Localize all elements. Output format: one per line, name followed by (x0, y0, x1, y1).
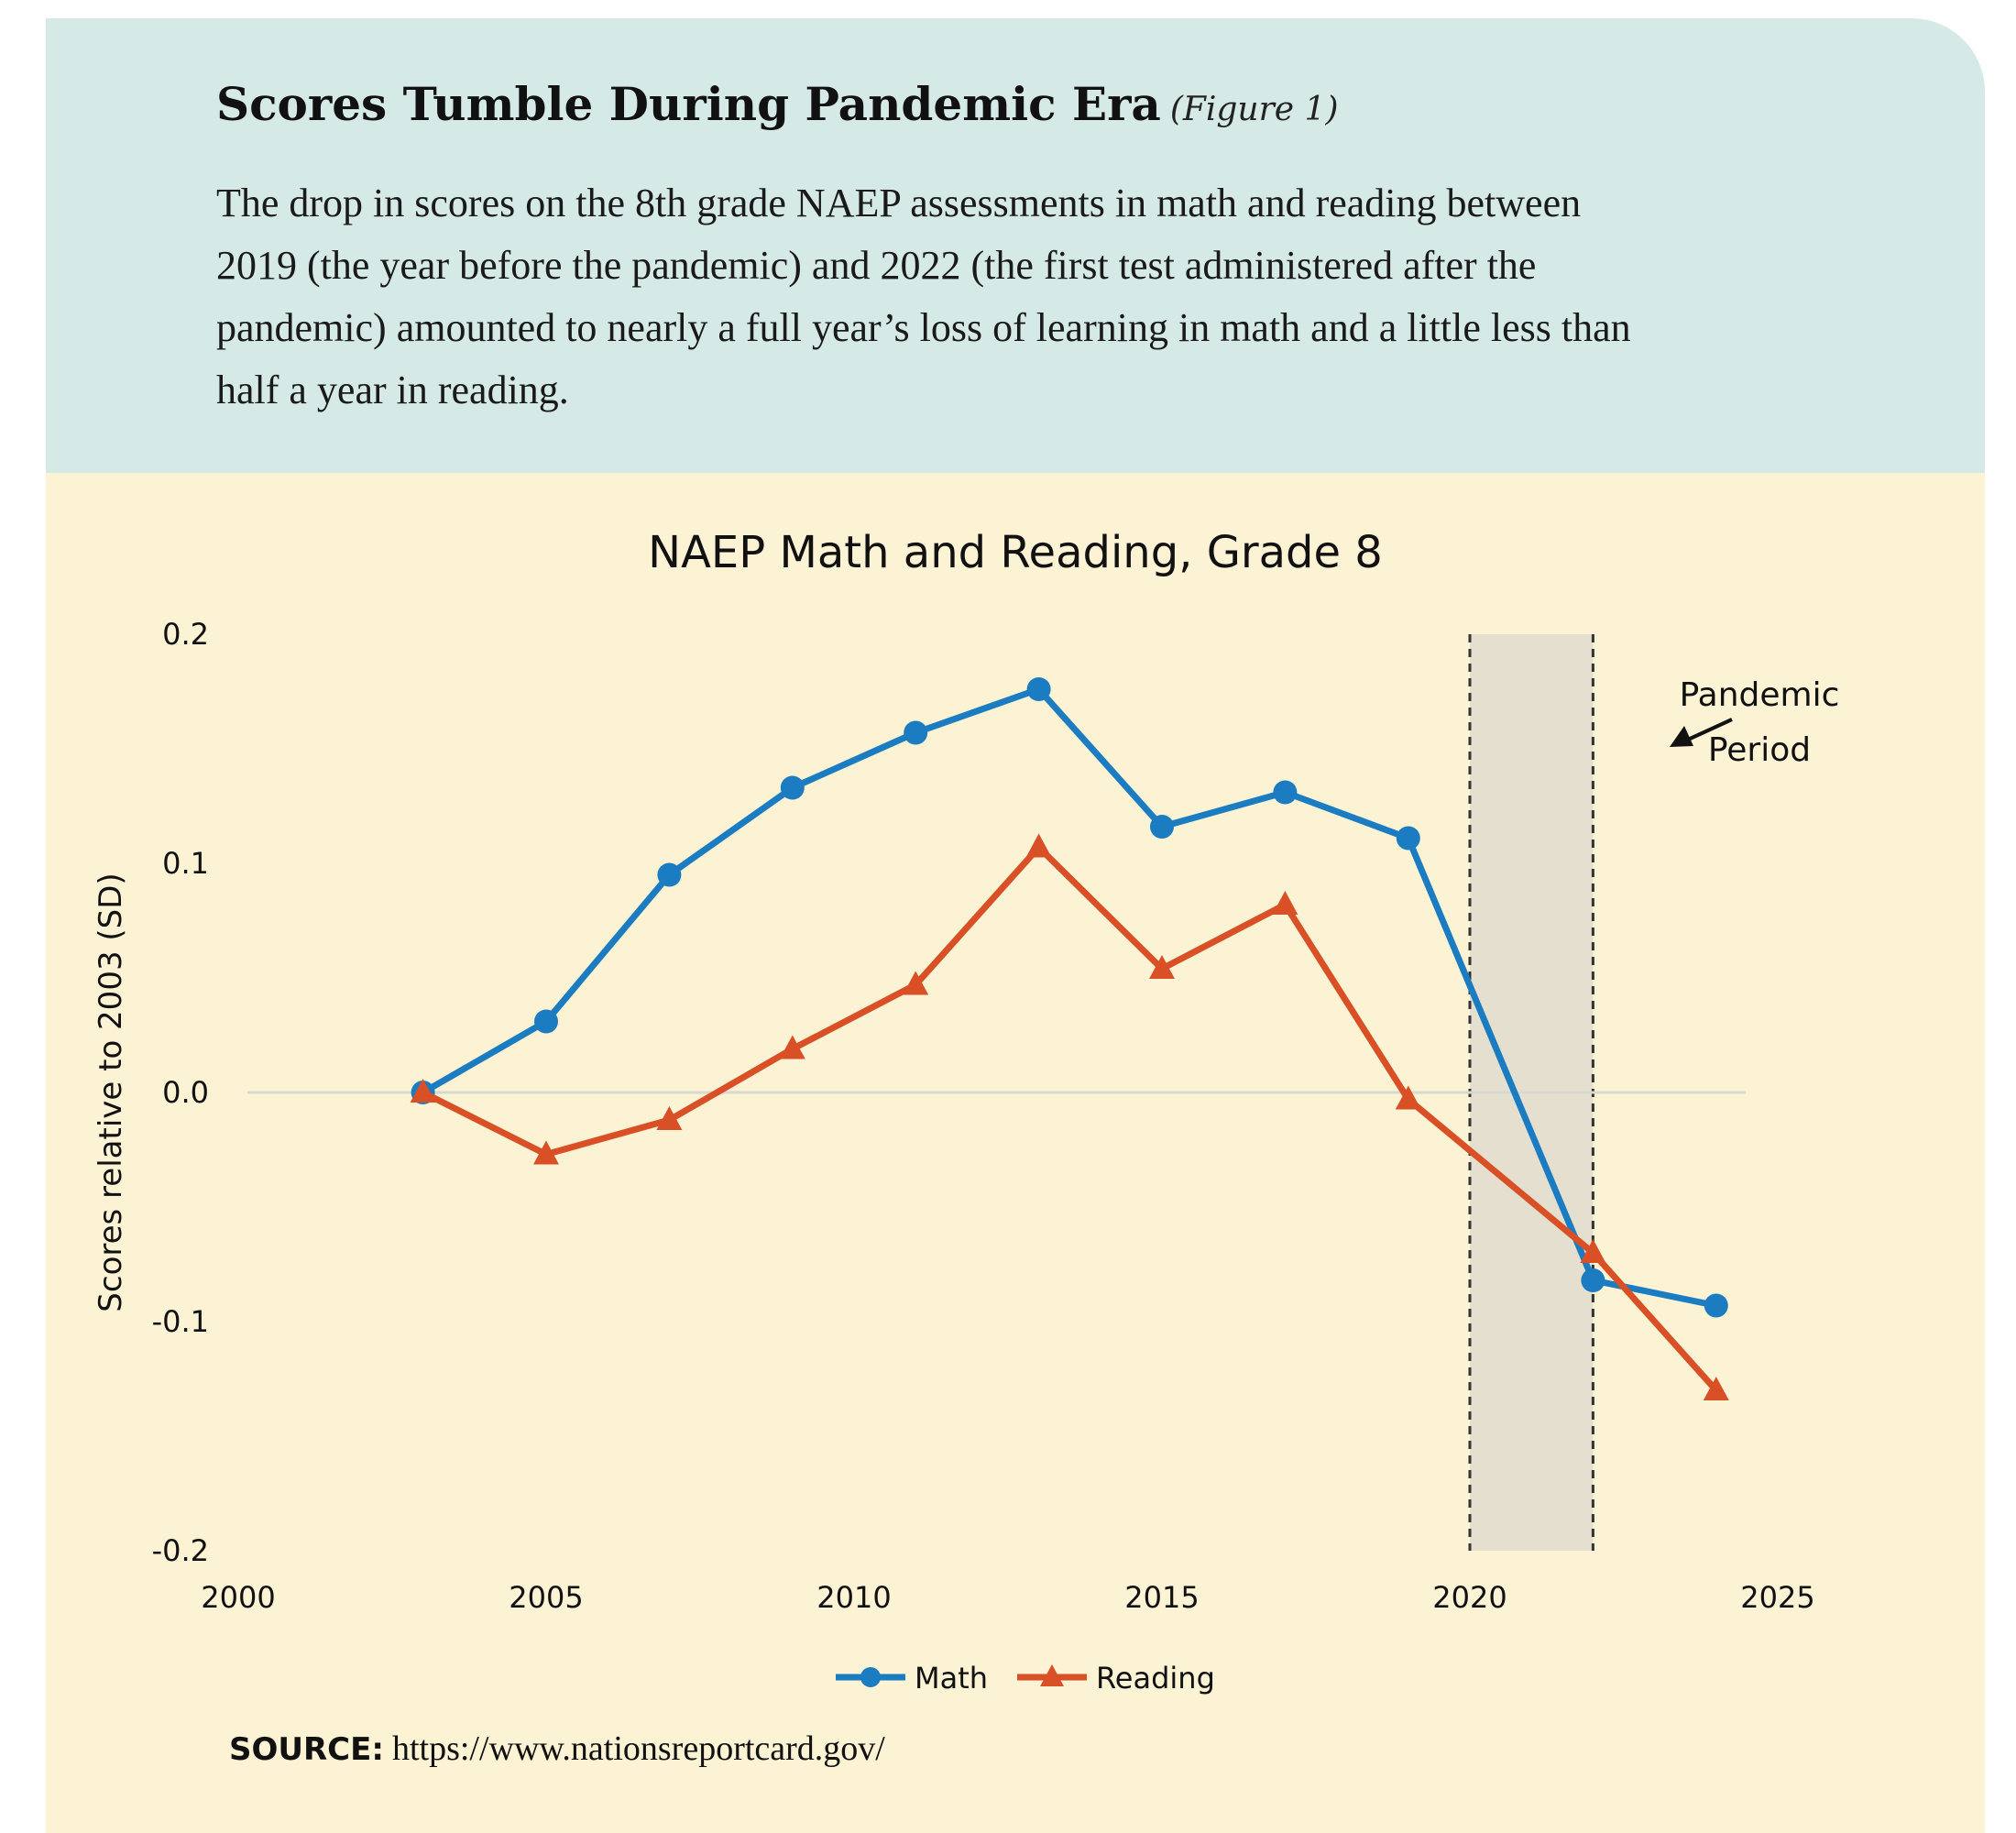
description-line: The drop in scores on the 8th grade NAEP… (216, 181, 1582, 225)
math-data-point (1581, 1268, 1605, 1292)
y-axis-label: Scores relative to 2003 (SD) (93, 873, 129, 1312)
x-tick-label: 2005 (509, 1580, 583, 1615)
reading-data-point (1703, 1377, 1729, 1400)
figure-card: Scores Tumble During Pandemic Era (Figure… (46, 18, 1985, 1833)
y-tick-label: -0.1 (152, 1304, 209, 1339)
description-line: pandemic) amounted to nearly a full year… (216, 305, 1631, 350)
math-data-point (534, 1009, 558, 1034)
math-data-point (657, 862, 682, 887)
source-colon: : (371, 1731, 384, 1768)
math-legend-label: Math (915, 1661, 988, 1696)
reading-data-point (656, 1106, 683, 1130)
reading-data-point (1580, 1239, 1606, 1263)
x-tick-label: 2015 (1124, 1580, 1199, 1615)
source-url[interactable]: https://www.nationsreportcard.gov/ (391, 1729, 885, 1768)
description-line: 2019 (the year before the pandemic) and … (216, 243, 1537, 288)
pandemic-arrow-shaft (1687, 718, 1733, 741)
line-chart: 0.2 0.1 0.0 -0.1 -0.2 2000 2005 2010 2015 2020 202… (93, 617, 1840, 1696)
description-line: half a year in reading. (216, 368, 569, 412)
math-data-point (904, 720, 928, 745)
y-tick-label: -0.2 (152, 1533, 209, 1568)
chart-title: NAEP Math and Reading, Grade 8 (648, 527, 1383, 578)
source-note: SOURCE: https://www.nationsreportcard.go… (229, 1729, 885, 1769)
math-data-point (780, 775, 805, 800)
x-tick-label: 2010 (816, 1580, 891, 1615)
source-label: SOURCE (229, 1731, 372, 1768)
y-tick-label: 0.1 (162, 846, 209, 881)
math-data-point (1396, 826, 1420, 851)
figure-header: Scores Tumble During Pandemic Era (Figure… (46, 18, 1985, 473)
figure-description: The drop in scores on the 8th grade NAEP… (216, 172, 1884, 422)
reading-legend-marker (1040, 1664, 1064, 1686)
y-tick-label: 0.0 (162, 1075, 209, 1110)
reading-data-point (1395, 1085, 1421, 1110)
reading-data-point (1025, 833, 1052, 858)
math-data-point (1026, 677, 1051, 701)
pandemic-label: Period (1708, 731, 1811, 769)
x-tick-label: 2000 (201, 1580, 275, 1615)
figure-number: (Figure 1) (1169, 91, 1339, 128)
pandemic-arrow-head (1670, 726, 1693, 747)
figure-title: Scores Tumble During Pandemic Era (216, 77, 1161, 131)
reading-legend-label: Reading (1096, 1661, 1215, 1696)
reading-data-point (410, 1079, 436, 1103)
reading-data-point (1272, 891, 1298, 915)
math-data-point (1704, 1293, 1728, 1318)
reading-data-point (533, 1140, 559, 1165)
math-legend-marker (860, 1667, 881, 1687)
x-tick-label: 2025 (1740, 1580, 1814, 1615)
pandemic-label: Pandemic (1680, 676, 1840, 714)
reading-data-point (1149, 955, 1175, 979)
y-tick-label: 0.2 (162, 617, 209, 652)
reading-data-point (903, 971, 929, 995)
math-data-point (1273, 780, 1298, 805)
math-data-point (1150, 815, 1174, 839)
x-tick-label: 2020 (1432, 1580, 1507, 1615)
figure-title-line: Scores Tumble During Pandemic Era (Figure… (216, 77, 1339, 131)
reading-data-point (779, 1035, 805, 1059)
